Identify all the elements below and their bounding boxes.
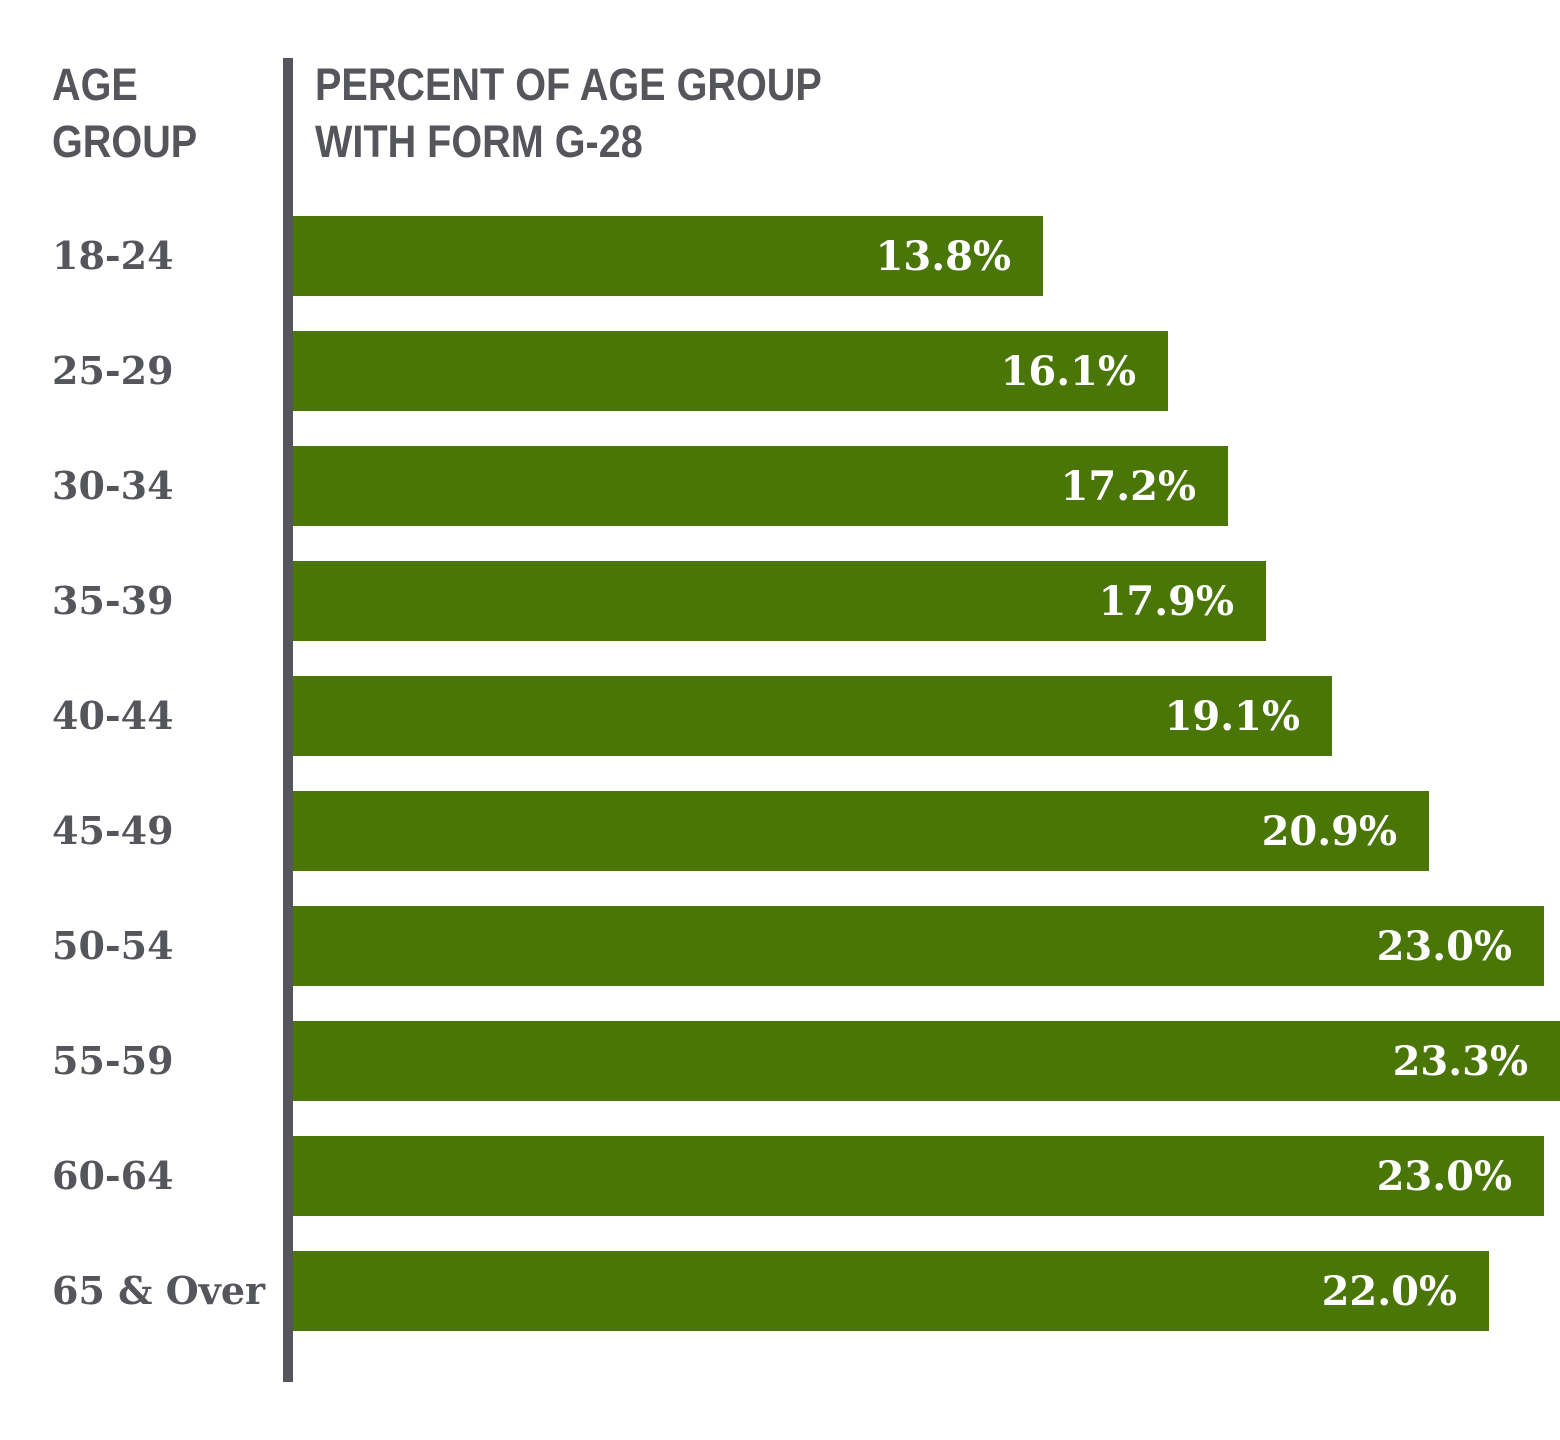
- age-group-label: 65 & Over: [52, 1268, 266, 1313]
- age-group-label: 18-24: [52, 233, 174, 278]
- chart-title: PERCENT OF AGE GROUP WITH FORM G-28: [315, 59, 822, 167]
- bar-row: 25-29 16.1%: [0, 331, 1560, 411]
- bar-rows: 18-24 13.8% 25-29 16.1% 30-34 17.2% 35-39 17.9%…: [0, 216, 1560, 1376]
- bar-row: 50-54 23.0%: [0, 906, 1560, 986]
- bar-row: 60-64 23.0%: [0, 1136, 1560, 1216]
- bar-row: 30-34 17.2%: [0, 446, 1560, 526]
- bar-row: 40-44 19.1%: [0, 676, 1560, 756]
- bar: 17.9%: [293, 561, 1266, 641]
- bar-row: 35-39 17.9%: [0, 561, 1560, 641]
- age-group-label: 45-49: [52, 808, 174, 853]
- age-group-label: 40-44: [52, 693, 174, 738]
- y-axis-line: [283, 58, 293, 1382]
- bar: 17.2%: [293, 446, 1228, 526]
- bar-row: 65 & Over 22.0%: [0, 1251, 1560, 1331]
- age-group-label: 30-34: [52, 463, 174, 508]
- bar-value-label: 16.1%: [1000, 347, 1136, 395]
- bar-value-label: 13.8%: [875, 232, 1011, 280]
- y-axis-title: AGE GROUP: [52, 59, 198, 167]
- bar-value-label: 17.2%: [1060, 462, 1196, 510]
- bar-row: 55-59 23.3%: [0, 1021, 1560, 1101]
- bar-value-label: 19.1%: [1164, 692, 1300, 740]
- age-group-label: 60-64: [52, 1153, 174, 1198]
- age-group-label: 50-54: [52, 923, 174, 968]
- bar-row: 45-49 20.9%: [0, 791, 1560, 871]
- bar: 22.0%: [293, 1251, 1489, 1331]
- bar: 23.3%: [293, 1021, 1560, 1101]
- bar: 20.9%: [293, 791, 1429, 871]
- bar-value-label: 22.0%: [1321, 1267, 1457, 1315]
- bar-value-label: 17.9%: [1098, 577, 1234, 625]
- bar-value-label: 20.9%: [1261, 807, 1397, 855]
- bar: 16.1%: [293, 331, 1168, 411]
- bar-value-label: 23.0%: [1376, 1152, 1512, 1200]
- bar-row: 18-24 13.8%: [0, 216, 1560, 296]
- age-group-label: 35-39: [52, 578, 174, 623]
- age-group-label: 55-59: [52, 1038, 174, 1083]
- bar-value-label: 23.3%: [1392, 1037, 1528, 1085]
- bar: 23.0%: [293, 1136, 1544, 1216]
- bar: 23.0%: [293, 906, 1544, 986]
- bar: 13.8%: [293, 216, 1043, 296]
- age-group-label: 25-29: [52, 348, 174, 393]
- bar: 19.1%: [293, 676, 1332, 756]
- bar-value-label: 23.0%: [1376, 922, 1512, 970]
